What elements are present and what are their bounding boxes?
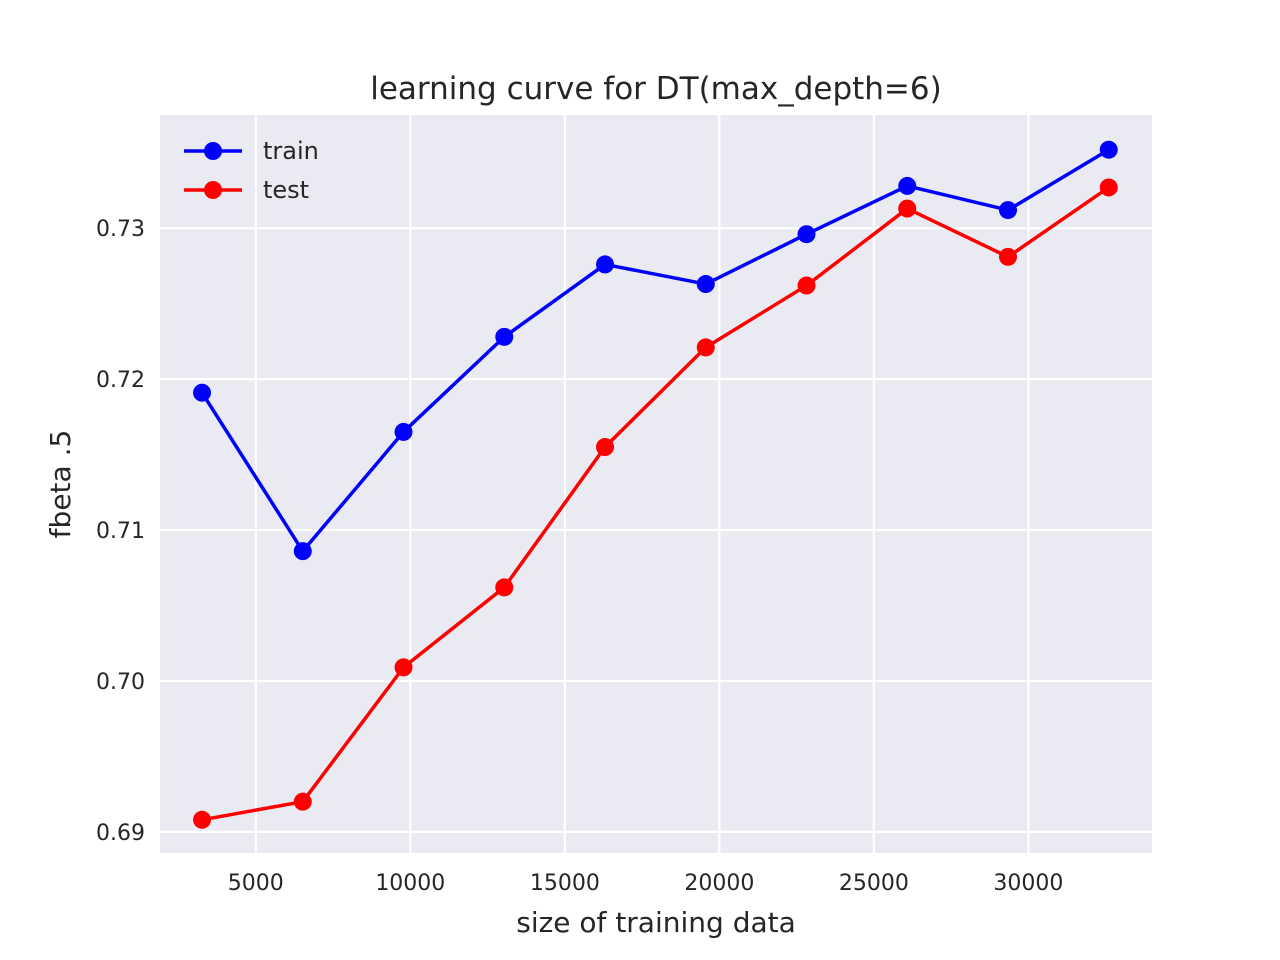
test-data-point: [696, 338, 715, 357]
train-data-point: [898, 176, 917, 195]
train-data-point: [394, 422, 413, 441]
test-data-point: [293, 792, 312, 811]
legend: train test: [184, 137, 319, 204]
tick-labels: 5000 10000 15000 20000 25000 30000 0.69 0.70 0.7…: [96, 217, 1063, 896]
y-axis-label: fbeta .5: [44, 430, 77, 539]
train-data-point: [998, 201, 1017, 220]
test-data-point: [193, 810, 212, 829]
grid-lines: [160, 115, 1152, 853]
legend-train-label: train: [263, 137, 319, 165]
x-tick-label: 10000: [375, 871, 445, 896]
data-series: [193, 140, 1118, 829]
y-tick-label: 0.72: [96, 368, 145, 393]
train-data-point: [797, 225, 816, 244]
train-data-point: [596, 255, 615, 274]
chart-title: learning curve for DT(max_depth=6): [370, 71, 941, 107]
x-tick-label: 30000: [993, 871, 1063, 896]
y-tick-label: 0.69: [96, 821, 145, 846]
legend-test-label: test: [263, 176, 309, 204]
legend-test-marker: [204, 181, 222, 199]
x-tick-label: 15000: [530, 871, 600, 896]
y-tick-label: 0.70: [96, 670, 145, 695]
legend-train-marker: [204, 142, 222, 160]
train-data-point: [495, 327, 514, 346]
test-data-point: [394, 658, 413, 677]
y-tick-label: 0.73: [96, 217, 145, 242]
train-data-point: [696, 275, 715, 294]
plot-area-background: [160, 115, 1152, 853]
x-tick-label: 20000: [684, 871, 754, 896]
test-data-point: [998, 247, 1017, 266]
test-data-point: [495, 578, 514, 597]
x-axis-label: size of training data: [516, 906, 796, 939]
train-data-point: [293, 542, 312, 561]
test-data-point: [898, 199, 917, 218]
test-data-point: [797, 276, 816, 295]
test-series-line: [200, 185, 1111, 822]
train-data-point: [193, 383, 212, 402]
x-tick-label: 5000: [228, 871, 284, 896]
train-series-line: [200, 147, 1111, 553]
train-data-point: [1099, 140, 1118, 159]
test-data-point: [1099, 178, 1118, 197]
test-data-point: [596, 438, 615, 457]
x-tick-label: 25000: [839, 871, 909, 896]
y-tick-label: 0.71: [96, 519, 145, 544]
